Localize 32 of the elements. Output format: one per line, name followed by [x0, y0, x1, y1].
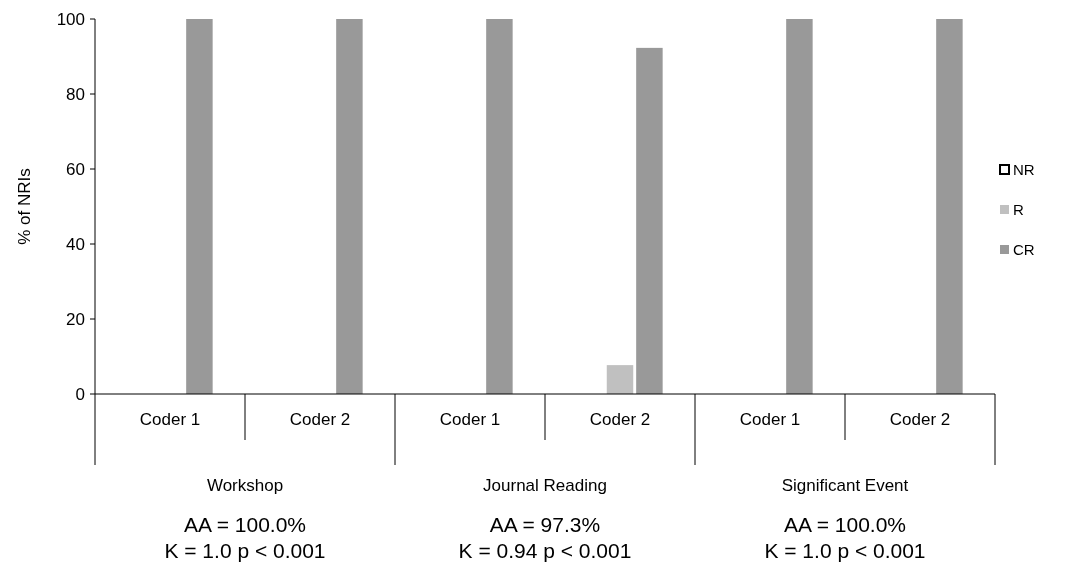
text: AA = 100.0%: [783, 513, 907, 537]
bar: [606, 365, 634, 394]
bar: [636, 47, 663, 394]
text: AA = 97.3%: [489, 513, 601, 537]
y-tick-label: 80: [66, 84, 85, 104]
legend-label: NR: [1013, 161, 1035, 179]
legend-label: CR: [1013, 241, 1035, 259]
legend-label: R: [1013, 201, 1024, 219]
text: Journal Reading: [483, 475, 607, 495]
x-tick-label: Coder 1: [739, 409, 801, 429]
bar: [486, 19, 513, 394]
text: K = 0.94 p < 0.001: [458, 539, 632, 563]
text: K = 1.0 p < 0.001: [164, 539, 326, 563]
text: Significant Event: [781, 475, 909, 495]
text: Workshop: [206, 475, 284, 495]
y-tick-label: 100: [56, 9, 85, 29]
bar: [936, 19, 963, 394]
x-tick-label: Coder 2: [289, 409, 351, 429]
bar: [336, 19, 363, 394]
bar: [186, 19, 213, 394]
y-tick-label: 20: [66, 309, 85, 329]
x-tick-label: Coder 2: [889, 409, 951, 429]
y-tick-label: 40: [66, 234, 85, 254]
bar: [786, 19, 813, 394]
y-tick-label: 0: [75, 384, 85, 404]
x-tick-label: Coder 1: [139, 409, 201, 429]
x-tick-label: Coder 2: [589, 409, 651, 429]
text: K = 1.0 p < 0.001: [764, 539, 926, 563]
x-tick-label: Coder 1: [439, 409, 501, 429]
text: AA = 100.0%: [183, 513, 307, 537]
y-tick-label: 60: [66, 159, 85, 179]
y-axis-title: % of NRIs: [15, 168, 34, 245]
